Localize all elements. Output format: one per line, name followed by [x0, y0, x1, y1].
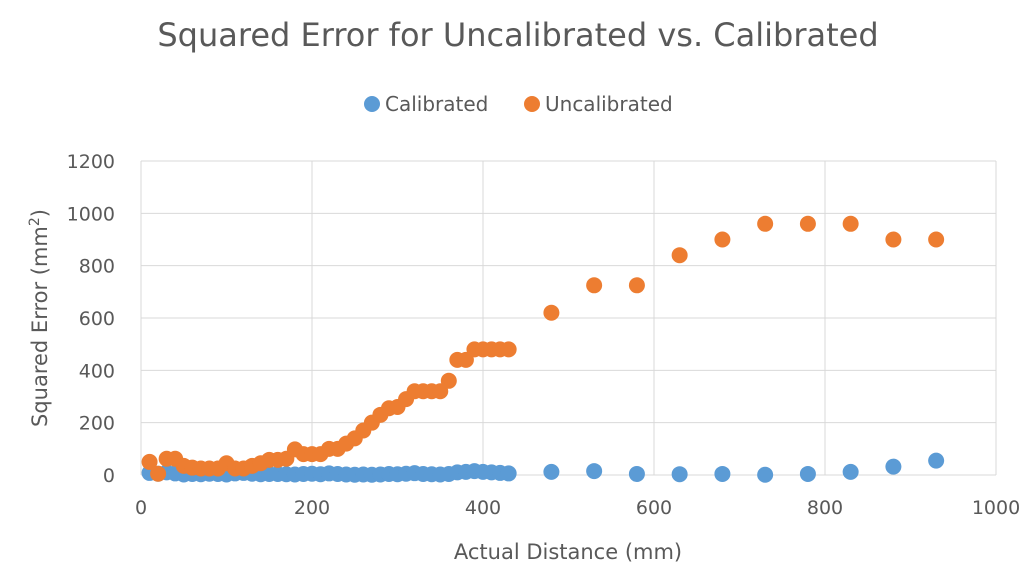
data-point-calibrated — [628, 465, 645, 482]
data-point-uncalibrated — [671, 247, 688, 264]
data-point-calibrated — [928, 452, 945, 469]
x-tick-label: 600 — [636, 497, 672, 519]
data-point-calibrated — [842, 463, 859, 480]
x-tick-label: 400 — [465, 497, 501, 519]
gridlines — [140, 160, 997, 476]
data-point-uncalibrated — [141, 453, 158, 470]
data-point-uncalibrated — [150, 465, 167, 482]
legend: Calibrated Uncalibrated — [364, 92, 673, 116]
data-point-uncalibrated — [543, 304, 560, 321]
data-point-uncalibrated — [928, 231, 945, 248]
legend-label-calibrated: Calibrated — [385, 92, 488, 116]
data-point-uncalibrated — [714, 231, 731, 248]
data-point-calibrated — [757, 466, 774, 483]
data-point-uncalibrated — [842, 215, 859, 232]
legend-label-uncalibrated: Uncalibrated — [545, 92, 673, 116]
data-point-uncalibrated — [586, 277, 603, 294]
data-point-uncalibrated — [757, 215, 774, 232]
y-tick-label: 1000 — [67, 203, 115, 225]
series-layer — [141, 215, 945, 483]
y-axis-label-end: ) — [28, 209, 52, 217]
data-point-uncalibrated — [440, 372, 457, 389]
data-point-uncalibrated — [799, 215, 816, 232]
y-tick-labels: 0 200 400 600 800 1000 1200 — [67, 151, 115, 487]
y-axis-label-main: Squared Error (mm — [28, 226, 52, 427]
data-point-uncalibrated — [628, 277, 645, 294]
data-point-calibrated — [586, 463, 603, 480]
x-tick-label: 800 — [807, 497, 843, 519]
y-tick-label: 800 — [79, 256, 115, 278]
series-uncalibrated — [141, 215, 945, 482]
y-axis-label: Squared Error (mm2) — [27, 209, 52, 427]
data-point-calibrated — [714, 465, 731, 482]
legend-marker-calibrated — [364, 96, 380, 112]
y-axis-label-superscript: 2 — [27, 217, 43, 226]
data-point-calibrated — [500, 465, 517, 482]
x-tick-labels: 0 200 400 600 800 1000 — [135, 497, 1020, 519]
x-axis-label: Actual Distance (mm) — [454, 540, 682, 564]
y-tick-label: 600 — [79, 308, 115, 330]
y-tick-label: 0 — [103, 465, 115, 487]
x-tick-label: 0 — [135, 497, 147, 519]
x-tick-label: 1000 — [972, 497, 1020, 519]
data-point-calibrated — [885, 458, 902, 475]
data-point-uncalibrated — [885, 231, 902, 248]
x-tick-label: 200 — [294, 497, 330, 519]
y-tick-label: 1200 — [67, 151, 115, 173]
data-point-calibrated — [671, 466, 688, 483]
chart-title: Squared Error for Uncalibrated vs. Calib… — [157, 16, 878, 54]
y-tick-label: 200 — [79, 413, 115, 435]
data-point-calibrated — [799, 465, 816, 482]
data-point-calibrated — [543, 463, 560, 480]
legend-marker-uncalibrated — [524, 96, 540, 112]
y-tick-label: 400 — [79, 360, 115, 382]
data-point-uncalibrated — [500, 341, 517, 358]
